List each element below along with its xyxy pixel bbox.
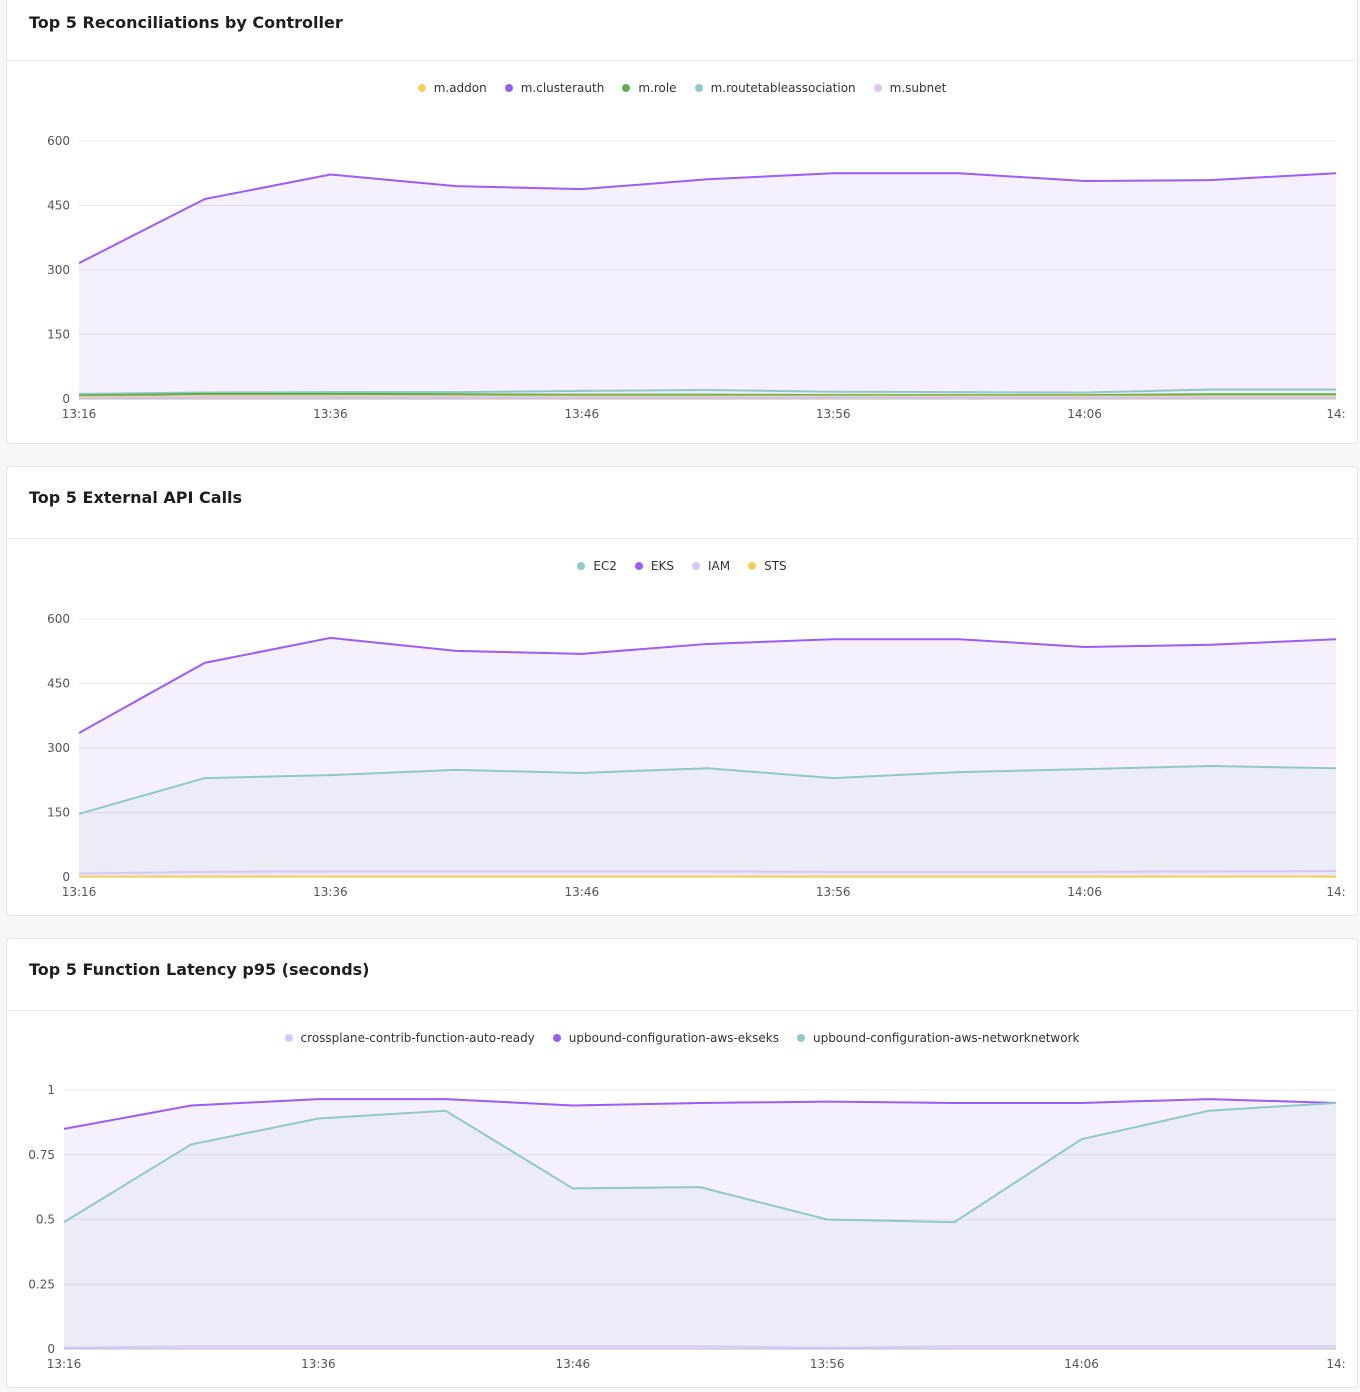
x-tick-label: 14: [1326, 407, 1345, 421]
y-tick-label: 0 [62, 392, 70, 406]
x-tick-label: 13:46 [556, 1357, 591, 1371]
legend-dot-icon [552, 1034, 561, 1042]
y-tick-label: 450 [47, 199, 70, 213]
series-line [78, 765, 1337, 815]
x-tick-label: 14:06 [1064, 1357, 1099, 1371]
series-area [64, 1099, 1336, 1349]
legend-label: upbound-configuration-aws-networknetwork [812, 1031, 1080, 1045]
legend-label: crossplane-contrib-function-auto-ready [300, 1031, 535, 1045]
legend-label: EKS [650, 559, 674, 573]
y-tick-label: 0 [47, 1342, 55, 1356]
legend-dot-icon [504, 84, 513, 92]
series-line [63, 1345, 1336, 1349]
x-tick-label: 13:56 [816, 885, 851, 899]
legend-item[interactable]: m.subnet [873, 81, 947, 95]
y-tick-label: 600 [47, 134, 70, 148]
legend-item[interactable]: m.role [622, 81, 677, 95]
x-tick-label: 13:36 [301, 1357, 336, 1371]
y-tick-label: 0.25 [28, 1277, 55, 1291]
series-line [78, 869, 1337, 875]
legend-dot-icon [284, 1034, 293, 1042]
legend-item[interactable]: EC2 [577, 559, 617, 573]
legend-label: upbound-configuration-aws-ekseks [568, 1031, 779, 1045]
y-tick-label: 0.5 [36, 1213, 55, 1227]
series-area [64, 1102, 1336, 1349]
y-tick-label: 150 [47, 328, 70, 342]
x-tick-label: 14:06 [1067, 407, 1102, 421]
legend-dot-icon [748, 562, 757, 570]
legend-dot-icon [692, 562, 700, 570]
x-tick-label: 14:06 [1067, 885, 1102, 899]
legend-dot-icon [694, 84, 703, 92]
series-line [78, 392, 1336, 397]
legend-label: m.addon [433, 81, 487, 95]
x-tick-label: 13:16 [62, 885, 97, 899]
y-tick-label: 600 [47, 612, 70, 626]
legend: crossplane-contrib-function-auto-ready up… [7, 1031, 1357, 1045]
panel-title: Top 5 External API Calls [29, 488, 243, 507]
panel-reconciliations: Top 5 Reconciliations by Controller 0 150… [6, 0, 1358, 444]
panel-function-latency: Top 5 Function Latency p95 (seconds) 0 0.… [6, 938, 1358, 1388]
legend-dot-icon [634, 562, 643, 570]
x-tick-label: 13:56 [816, 407, 851, 421]
y-tick-label: 1 [47, 1083, 55, 1097]
legend-label: EC2 [593, 559, 617, 573]
y-tick-label: 0 [62, 870, 70, 884]
series-line [78, 172, 1337, 265]
x-tick-label: 13:56 [810, 1357, 845, 1371]
legend-label: IAM [708, 559, 731, 573]
legend-item[interactable]: upbound-configuration-aws-networknetwork [796, 1031, 1080, 1045]
legend-item[interactable]: IAM [692, 559, 730, 573]
panel-title: Top 5 Reconciliations by Controller [29, 13, 343, 32]
series-area [79, 766, 1336, 877]
legend-label: STS [764, 559, 787, 573]
y-tick-label: 450 [47, 677, 70, 691]
legend-item[interactable]: upbound-configuration-aws-ekseks [552, 1031, 779, 1045]
series-line [63, 1101, 1337, 1224]
x-tick-label: 14: [1326, 885, 1345, 899]
chart: 0 150 300 450 600 13:16 13:36 13:46 13:56 14:06 14… [47, 612, 1346, 899]
legend-item[interactable]: m.addon [417, 81, 487, 95]
legend-item[interactable]: crossplane-contrib-function-auto-ready [284, 1031, 535, 1045]
legend-item[interactable]: m.routetableassociation [694, 81, 856, 95]
chart: 0 0.25 0.5 0.75 1 13:16 13:36 13:46 13:56 14:06 14… [28, 1083, 1345, 1371]
x-tick-label: 13:36 [313, 885, 348, 899]
x-tick-label: 13:16 [47, 1357, 82, 1371]
y-tick-label: 300 [47, 263, 70, 277]
panel-title: Top 5 Function Latency p95 (seconds) [29, 960, 370, 979]
legend: m.addon m.clusterauth m.role m.routetableas… [7, 81, 1357, 95]
x-tick-label: 13:16 [62, 407, 97, 421]
series-line [63, 1098, 1337, 1130]
legend-label: m.role [638, 81, 677, 95]
chart: 0 150 300 450 600 13:16 13:36 13:46 13:56 14:06 14… [47, 134, 1346, 421]
series-area [79, 637, 1336, 877]
legend-dot-icon [622, 84, 631, 92]
legend-dot-icon [577, 562, 586, 570]
legend-dot-icon [417, 84, 426, 92]
legend-item[interactable]: STS [748, 559, 787, 573]
legend-label: m.clusterauth [520, 81, 605, 95]
legend-label: m.routetableassociation [710, 81, 856, 95]
x-tick-label: 14: [1326, 1357, 1345, 1371]
y-tick-label: 0.75 [28, 1148, 55, 1162]
legend-item[interactable]: m.clusterauth [504, 81, 605, 95]
legend-dot-icon [796, 1034, 805, 1042]
series-line [78, 636, 1337, 734]
x-tick-label: 13:46 [565, 885, 600, 899]
series-area [79, 173, 1336, 399]
x-tick-label: 13:46 [565, 407, 600, 421]
legend-item[interactable]: EKS [634, 559, 674, 573]
legend-label: m.subnet [889, 81, 947, 95]
x-tick-label: 13:36 [313, 407, 348, 421]
legend: EC2 EKS IAM STS [7, 559, 1357, 573]
panel-external-api-calls: Top 5 External API Calls 0 150 300 450 600 13… [6, 466, 1358, 916]
series-line [78, 388, 1336, 395]
y-tick-label: 150 [47, 806, 70, 820]
y-tick-label: 300 [47, 741, 70, 755]
legend-dot-icon [873, 84, 882, 92]
